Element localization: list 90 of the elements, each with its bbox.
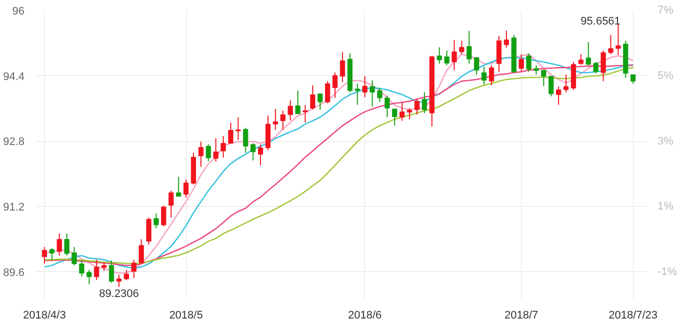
candlestick [56, 233, 62, 256]
x-tick-label: 2018/4/3 [23, 310, 66, 322]
candlestick [250, 142, 256, 161]
candlestick [474, 56, 480, 76]
candlestick [482, 66, 487, 85]
x-tick-label: 2018/7/23 [608, 310, 658, 322]
candlestick [280, 110, 286, 130]
candlestick [94, 259, 100, 281]
candlestick [228, 122, 234, 144]
y-tick-label: 92.8 [3, 136, 25, 148]
candlestick [541, 70, 546, 87]
candlestick [288, 100, 293, 121]
candlestick [586, 41, 591, 66]
candlestick [108, 260, 114, 284]
candlestick [42, 246, 47, 264]
candlestick [265, 114, 271, 151]
candlestick [154, 213, 159, 229]
annotation: 89.2306 [99, 288, 139, 300]
candlestick [138, 238, 144, 264]
candlestick [362, 76, 368, 98]
candlestick [556, 86, 562, 106]
candlestick [593, 61, 598, 74]
candlestick [616, 24, 621, 56]
candlestick [49, 248, 54, 262]
candlestick [220, 135, 226, 158]
candlestick [258, 144, 264, 166]
y2-tick-label: 5% [658, 70, 674, 82]
y-tick-label: 89.6 [3, 266, 25, 279]
candlestick [325, 80, 330, 104]
candlestick [340, 52, 346, 82]
candlestick [466, 30, 472, 64]
candlestick [570, 61, 576, 90]
candlestick [534, 64, 539, 76]
candlestick [295, 90, 300, 114]
candlestick [72, 246, 77, 266]
candlestick [436, 46, 442, 64]
candlestick [198, 141, 204, 168]
candlestick [526, 52, 532, 72]
candlestick [318, 93, 323, 110]
candlestick [384, 94, 390, 118]
annotation: 95.6561 [580, 16, 620, 28]
y-tick-label: 91.2 [3, 202, 25, 214]
candlestick [183, 179, 189, 198]
candlestick [272, 108, 278, 130]
candlestick [146, 217, 152, 246]
candlestick [310, 84, 316, 110]
candlestick [400, 102, 405, 122]
x-tick-label: 2018/6 [348, 310, 382, 322]
y2-tick-label: 3% [658, 135, 674, 148]
y-tick-label: 96 [12, 6, 25, 18]
candlestick [392, 108, 398, 126]
candlestick [243, 127, 248, 154]
x-tick-label: 2018/5 [169, 310, 203, 322]
candlestick [608, 34, 614, 55]
candlestick [452, 39, 457, 71]
candlestick [79, 260, 84, 277]
candlestick [302, 104, 308, 123]
candlestick [131, 259, 136, 279]
candlestick [444, 50, 450, 66]
candlestick [488, 64, 494, 86]
candlestick [161, 205, 166, 227]
candlestick [377, 87, 382, 103]
candlestick [414, 98, 420, 116]
candlestick [236, 116, 241, 140]
candlestick [86, 269, 92, 285]
candlestick [496, 35, 502, 72]
candlestick [578, 54, 584, 66]
candlestick [124, 269, 129, 281]
candlestick [422, 92, 428, 114]
candlestick [518, 54, 524, 72]
candlestick [548, 75, 554, 97]
candlestick [370, 80, 375, 107]
candlestick [504, 30, 509, 48]
candlestick [116, 274, 122, 288]
candlestick [600, 50, 606, 82]
y2-tick-label: 7% [658, 4, 674, 16]
candlestick [563, 74, 569, 93]
y2-tick-label: 1% [658, 200, 674, 213]
y-tick-label: 94.4 [3, 70, 25, 83]
x-tick-label: 2018/7 [504, 310, 538, 322]
candlestick [332, 72, 338, 98]
candlestick [406, 108, 412, 120]
candlestick [459, 40, 464, 55]
candlestick [64, 233, 70, 256]
candlestick [176, 176, 182, 197]
candlestick [206, 144, 211, 162]
candlestick [354, 83, 360, 106]
candlestick [168, 190, 174, 218]
y2-tick-label: -1% [658, 266, 678, 278]
candlestick [213, 138, 218, 162]
